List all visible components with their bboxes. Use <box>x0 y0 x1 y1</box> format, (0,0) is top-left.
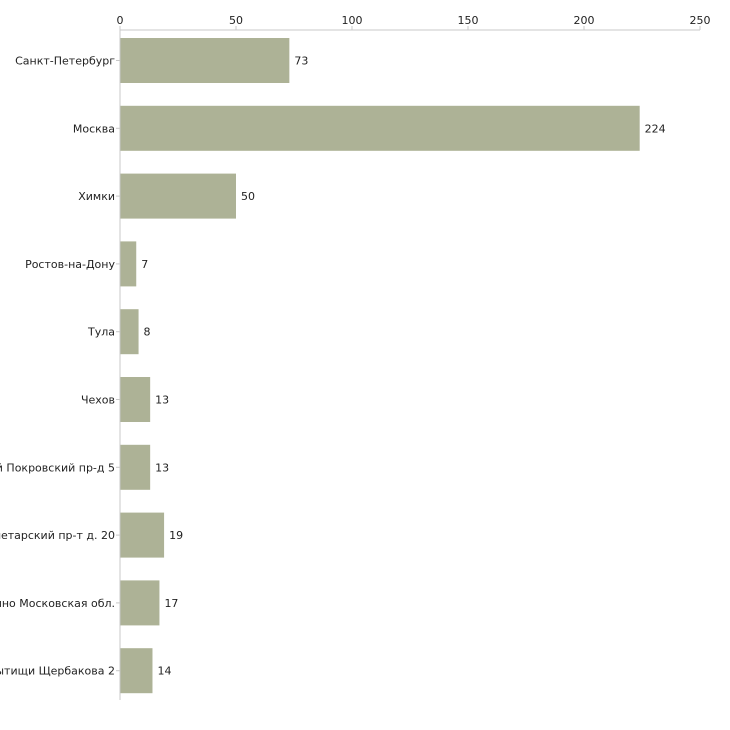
y-category-label: Санкт-Петербург <box>15 55 115 68</box>
x-axis: 0 50 100 150 200 250 <box>117 14 711 31</box>
bar-value-label: 224 <box>645 122 666 135</box>
x-tick-label: 0 <box>117 14 124 27</box>
bar-group: 73 224 50 7 8 13 13 19 17 14 <box>120 38 666 694</box>
x-tick-label: 200 <box>574 14 595 27</box>
y-category-label: Москва <box>73 122 115 135</box>
x-tick-label: 150 <box>458 14 479 27</box>
bar <box>120 512 165 558</box>
bar-value-label: 73 <box>294 55 308 68</box>
y-category-label: летарский пр-т д. 20 <box>0 529 115 542</box>
bar <box>120 173 236 219</box>
bar <box>120 105 640 151</box>
bar <box>120 241 137 287</box>
x-tick-label: 50 <box>229 14 243 27</box>
bar <box>120 38 290 83</box>
bar-value-label: 17 <box>164 597 178 610</box>
y-axis: Санкт-Петербург Москва Химки Ростов-на-Дону… <box>0 30 121 700</box>
y-category-label: Ростов-на-Дону <box>25 258 115 271</box>
bar <box>120 309 139 355</box>
bar <box>120 580 160 626</box>
bar <box>120 648 153 694</box>
y-category-label: й Покровский пр-д 5 <box>0 461 115 474</box>
x-tick-label: 100 <box>342 14 363 27</box>
bar <box>120 444 151 490</box>
bar-value-label: 8 <box>144 326 151 339</box>
bar-value-label: 13 <box>155 461 169 474</box>
bar-value-label: 19 <box>169 529 183 542</box>
bar <box>120 377 151 422</box>
bar-value-label: 7 <box>141 258 148 271</box>
bar-value-label: 50 <box>241 190 255 203</box>
y-category-label: Химки <box>78 190 115 203</box>
y-category-label: ино Московская обл. <box>0 597 115 610</box>
y-category-label: Тула <box>87 326 115 339</box>
x-tick-label: 250 <box>690 14 711 27</box>
bar-value-label: 14 <box>157 665 171 678</box>
bar-value-label: 13 <box>155 394 169 407</box>
y-category-label: Мытищи Щербакова 2 <box>0 665 115 678</box>
y-category-label: Чехов <box>81 394 115 407</box>
